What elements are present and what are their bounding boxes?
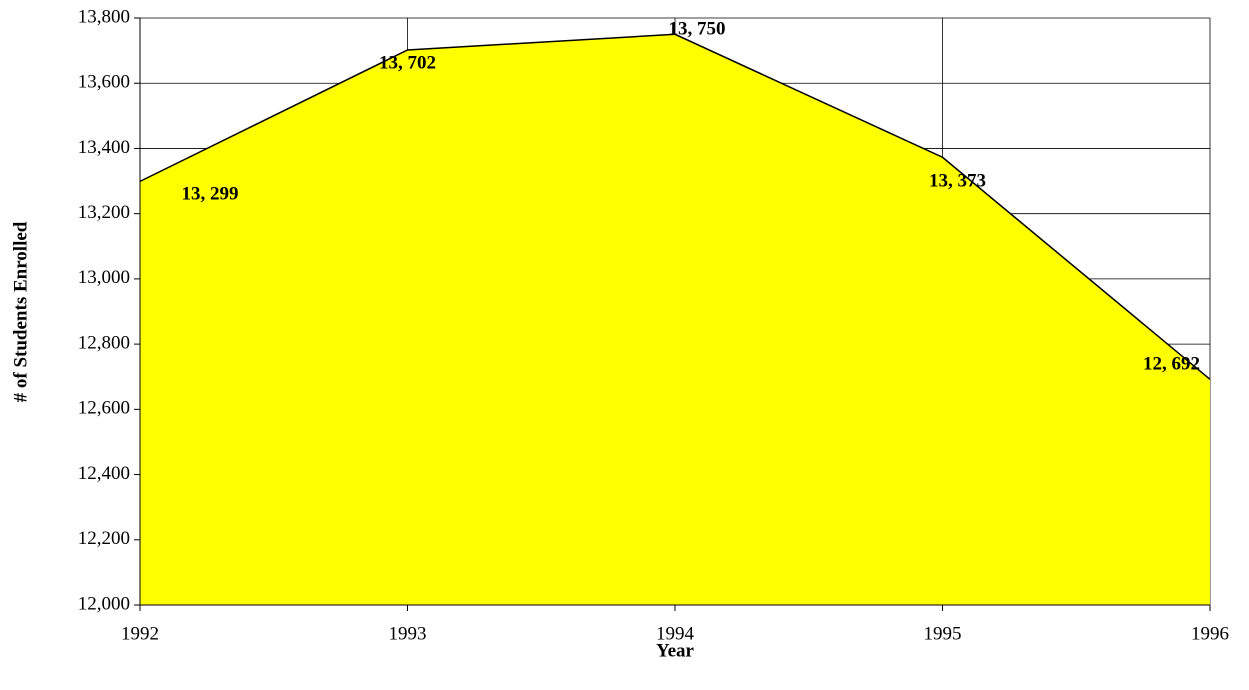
x-tick-label: 1995 [924,623,962,644]
y-tick-label: 13,000 [78,267,130,288]
y-tick-label: 12,800 [78,332,130,353]
x-tick-label: 1996 [1191,623,1229,644]
data-label: 13, 750 [669,19,726,40]
area-line [139,33,1211,380]
x-tick-label: 1994 [656,623,695,644]
x-tick-label: 1993 [389,623,427,644]
y-tick-label: 12,000 [78,593,130,614]
y-tick-label: 12,400 [78,463,130,484]
y-tick-label: 12,600 [78,398,130,419]
data-label: 13, 702 [379,52,436,73]
y-axis-label: # of Students Enrolled [10,221,31,402]
y-tick-label: 13,800 [78,6,130,27]
y-tick-label: 12,200 [78,528,130,549]
area [140,34,1210,606]
data-label: 13, 299 [182,184,239,205]
x-axis-label: Year [656,640,695,661]
y-tick-label: 13,200 [78,202,130,223]
x-tick-label: 1992 [121,623,159,644]
data-label: 13, 373 [929,171,986,192]
data-label: 12, 692 [1143,354,1200,375]
y-tick-label: 13,400 [78,137,130,158]
y-tick-label: 13,600 [78,72,130,93]
